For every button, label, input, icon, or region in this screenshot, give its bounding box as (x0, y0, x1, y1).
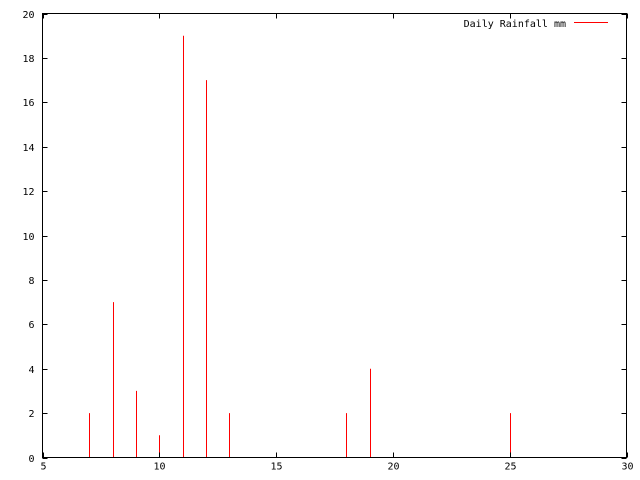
y-tick-label: 20 (22, 10, 34, 21)
y-tick-label: 2 (28, 409, 34, 420)
legend: Daily Rainfall mm (464, 19, 608, 30)
y-tick-label: 10 (22, 232, 34, 243)
x-tick-label: 20 (387, 462, 399, 473)
plot-frame (42, 13, 627, 458)
impulse-bars (89, 35, 511, 458)
y-tick-label: 18 (22, 54, 34, 65)
x-tick-label: 30 (621, 462, 633, 473)
y-tick-label: 4 (28, 365, 34, 376)
x-axis-ticks: 5 10 15 20 25 30 (40, 13, 634, 473)
y-tick-label: 0 (28, 454, 34, 465)
y-tick-label: 14 (22, 143, 34, 154)
x-tick-label: 25 (504, 462, 516, 473)
x-tick-label: 10 (153, 462, 165, 473)
y-tick-label: 8 (28, 276, 34, 287)
y-tick-label: 6 (28, 320, 34, 331)
x-tick-label: 5 (40, 462, 46, 473)
y-axis-ticks: 0 2 4 6 8 10 12 14 16 18 20 (22, 10, 627, 465)
y-tick-label: 16 (22, 98, 34, 109)
x-tick-label: 15 (270, 462, 282, 473)
legend-label: Daily Rainfall mm (464, 19, 566, 30)
y-tick-label: 12 (22, 187, 34, 198)
